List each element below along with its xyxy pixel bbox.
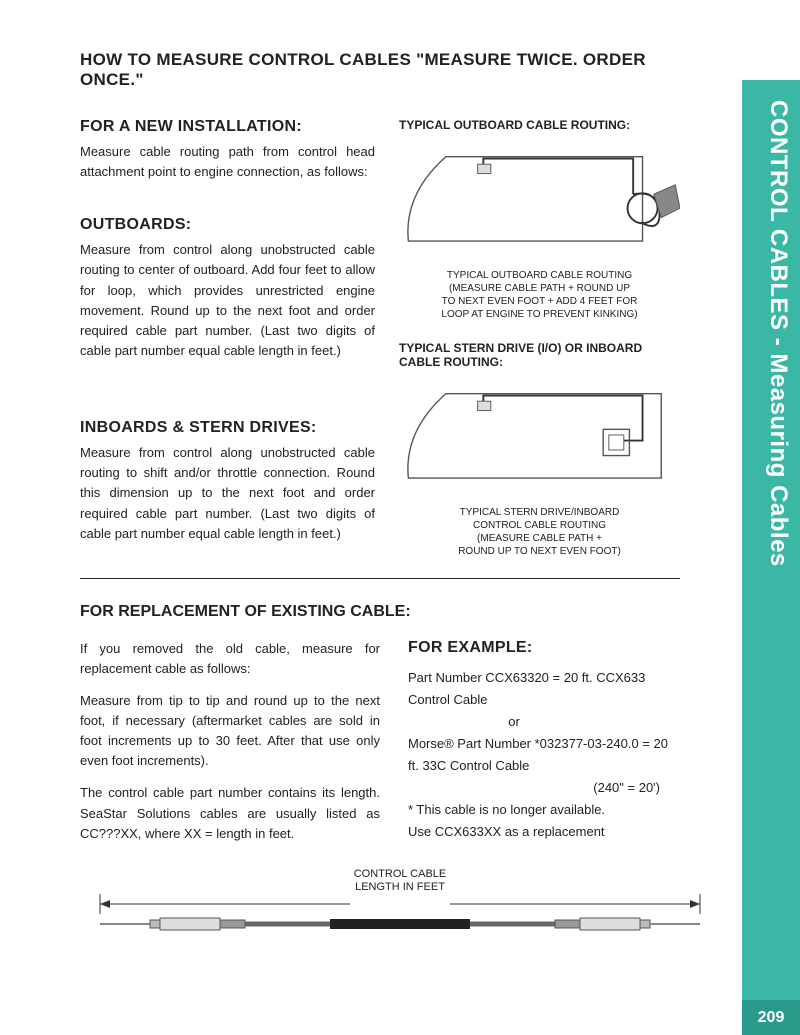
- new-install-heading: FOR A NEW INSTALLATION:: [80, 118, 375, 136]
- replacement-p2: Measure from tip to tip and round up to …: [80, 691, 380, 772]
- diagram2-title: TYPICAL STERN DRIVE (I/O) OR INBOARD CAB…: [399, 341, 680, 369]
- example-l2: or: [408, 711, 680, 733]
- example-l3: Morse® Part Number *032377-03-240.0 = 20…: [408, 733, 680, 777]
- side-tab-label: CONTROL CABLES - Measuring Cables: [764, 100, 792, 567]
- outboards-text: Measure from control along unobstructed …: [80, 240, 375, 361]
- section-divider: [80, 578, 680, 579]
- new-install-text: Measure cable routing path from control …: [80, 142, 375, 182]
- outboards-heading: OUTBOARDS:: [80, 216, 375, 234]
- inboards-text: Measure from control along unobstructed …: [80, 443, 375, 544]
- example-l1: Part Number CCX63320 = 20 ft. CCX633 Con…: [408, 667, 680, 711]
- replacement-p1: If you removed the old cable, measure fo…: [80, 639, 380, 679]
- inboard-diagram: [399, 375, 680, 497]
- page-number: 209: [742, 1000, 800, 1035]
- example-l5: * This cable is no longer available.: [408, 799, 680, 821]
- example-l6: Use CCX633XX as a replacement: [408, 821, 680, 843]
- page-content: HOW TO MEASURE CONTROL CABLES "MEASURE T…: [0, 0, 740, 969]
- main-heading: HOW TO MEASURE CONTROL CABLES "MEASURE T…: [80, 50, 680, 90]
- example-l4: (240" = 20'): [408, 777, 680, 799]
- diagram1-title: TYPICAL OUTBOARD CABLE ROUTING:: [399, 118, 680, 132]
- inboards-heading: INBOARDS & STERN DRIVES:: [80, 419, 375, 437]
- diagram1-caption: TYPICAL OUTBOARD CABLE ROUTING (MEASURE …: [399, 269, 680, 321]
- replacement-p3: The control cable part number contains i…: [80, 783, 380, 843]
- example-heading: FOR EXAMPLE:: [408, 639, 680, 657]
- outboard-diagram: [399, 138, 680, 260]
- cable-length-diagram: CONTROL CABLE LENGTH IN FEET: [80, 868, 720, 949]
- replacement-heading: FOR REPLACEMENT OF EXISTING CABLE:: [80, 603, 680, 621]
- side-tab-text: CONTROL CABLES - Measuring Cables: [765, 100, 792, 567]
- diagram2-caption: TYPICAL STERN DRIVE/INBOARD CONTROL CABL…: [399, 506, 680, 558]
